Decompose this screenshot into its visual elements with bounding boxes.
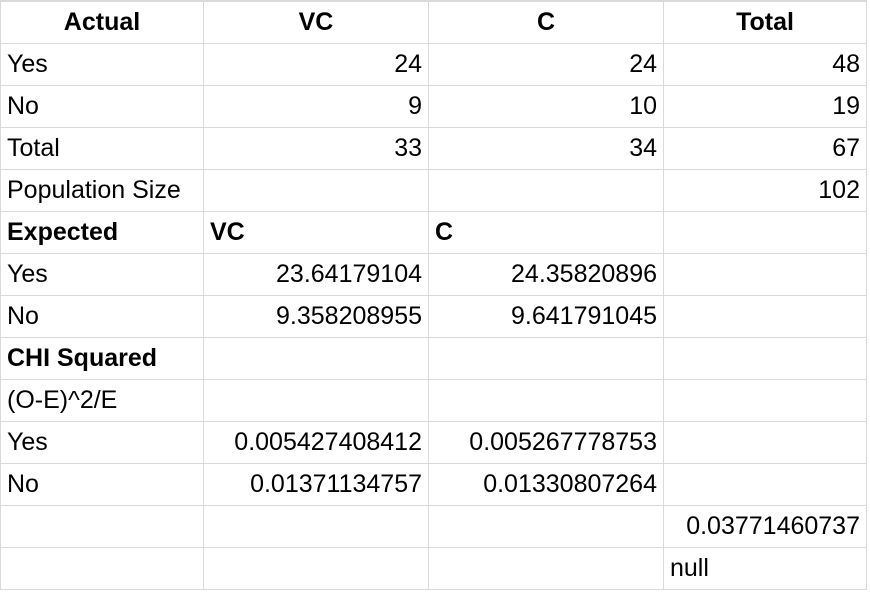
cell[interactable]: No (0, 85, 204, 128)
cell[interactable]: C (428, 211, 664, 254)
table-row: 0.03771460737 (0, 505, 867, 548)
cell[interactable]: 24.35820896 (428, 253, 664, 296)
cell[interactable]: 102 (663, 169, 867, 212)
cell[interactable]: CHI Squared (0, 337, 204, 380)
cell[interactable]: Total (663, 0, 867, 44)
cell[interactable] (428, 379, 664, 422)
cell[interactable]: 0.01371134757 (203, 463, 429, 506)
cell[interactable]: Population Size (0, 169, 204, 212)
cell[interactable]: VC (203, 0, 429, 44)
cell[interactable]: Total (0, 127, 204, 170)
table-row: Yes 0.005427408412 0.005267778753 (0, 421, 867, 464)
cell[interactable]: Yes (0, 43, 204, 86)
cell[interactable]: 67 (663, 127, 867, 170)
cell[interactable] (663, 379, 867, 422)
table-row: (O-E)^2/E (0, 379, 867, 422)
cell[interactable] (663, 211, 867, 254)
cell[interactable]: 33 (203, 127, 429, 170)
cell[interactable]: 0.005267778753 (428, 421, 664, 464)
cell[interactable]: Expected (0, 211, 204, 254)
table-row: No 9 10 19 (0, 85, 867, 128)
cell[interactable] (428, 337, 664, 380)
cell[interactable]: null (663, 547, 867, 590)
cell[interactable] (428, 169, 664, 212)
cell[interactable]: 24 (428, 43, 664, 86)
cell[interactable] (428, 547, 664, 590)
cell[interactable] (663, 463, 867, 506)
cell[interactable] (0, 547, 204, 590)
table-row: Total 33 34 67 (0, 127, 867, 170)
cell[interactable] (663, 295, 867, 338)
table-row: Expected VC C (0, 211, 867, 254)
cell[interactable] (428, 505, 664, 548)
table-row: No 0.01371134757 0.01330807264 (0, 463, 867, 506)
cell[interactable]: Yes (0, 421, 204, 464)
table-row: No 9.358208955 9.641791045 (0, 295, 867, 338)
table-row: Population Size 102 (0, 169, 867, 212)
cell[interactable]: 0.01330807264 (428, 463, 664, 506)
cell[interactable]: No (0, 295, 204, 338)
cell[interactable]: C (428, 0, 664, 44)
table-row: Yes 24 24 48 (0, 43, 867, 86)
cell[interactable] (203, 547, 429, 590)
cell[interactable]: VC (203, 211, 429, 254)
cell[interactable]: Actual (0, 0, 204, 44)
cell[interactable]: 23.64179104 (203, 253, 429, 296)
cell[interactable]: 34 (428, 127, 664, 170)
cell[interactable]: (O-E)^2/E (0, 379, 204, 422)
cell[interactable]: 0.005427408412 (203, 421, 429, 464)
cell[interactable]: 10 (428, 85, 664, 128)
cell[interactable] (203, 169, 429, 212)
cell[interactable] (203, 505, 429, 548)
table-row: null (0, 547, 867, 590)
cell[interactable]: No (0, 463, 204, 506)
cell[interactable]: 9.358208955 (203, 295, 429, 338)
cell[interactable]: 19 (663, 85, 867, 128)
cell[interactable] (663, 337, 867, 380)
cell[interactable]: Yes (0, 253, 204, 296)
cell[interactable] (0, 505, 204, 548)
cell[interactable]: 48 (663, 43, 867, 86)
table-row: CHI Squared (0, 337, 867, 380)
table-row: Yes 23.64179104 24.35820896 (0, 253, 867, 296)
cell[interactable] (203, 379, 429, 422)
cell[interactable] (663, 253, 867, 296)
cell[interactable] (663, 421, 867, 464)
cell[interactable]: 0.03771460737 (663, 505, 867, 548)
header-row: Actual VC C Total (0, 0, 867, 44)
cell[interactable]: 9.641791045 (428, 295, 664, 338)
cell[interactable]: 24 (203, 43, 429, 86)
cell[interactable] (203, 337, 429, 380)
cell[interactable]: 9 (203, 85, 429, 128)
